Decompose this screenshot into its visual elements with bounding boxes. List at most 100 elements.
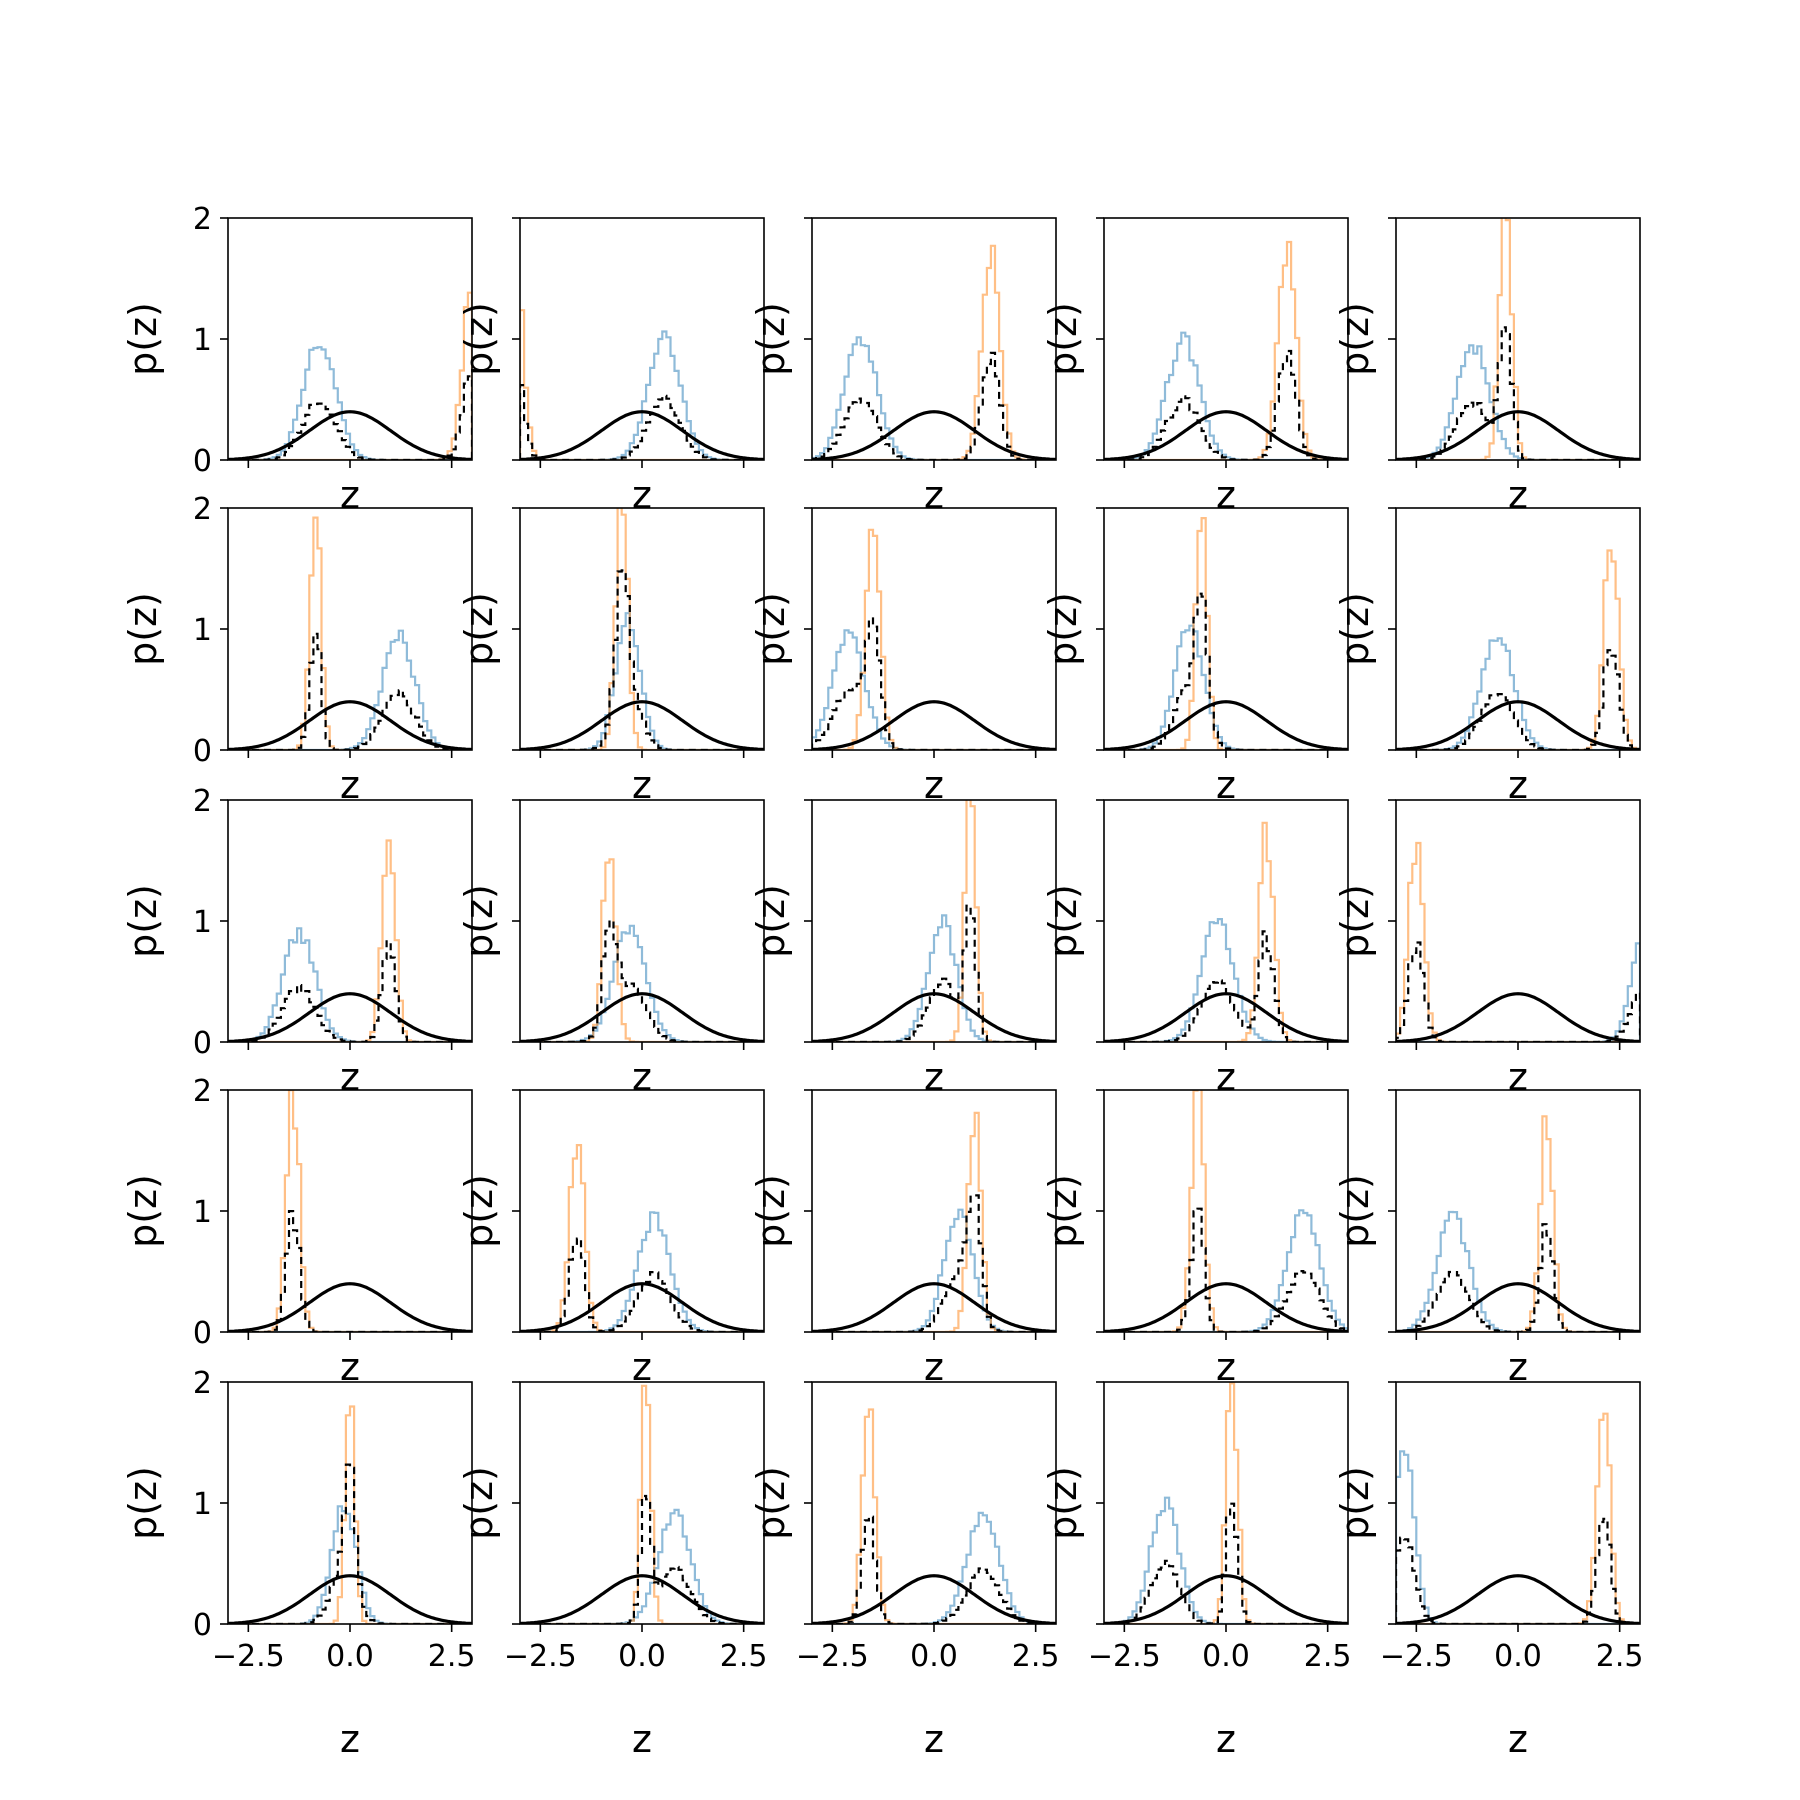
axes-frame (811, 217, 1057, 461)
mixture-histogram (228, 632, 472, 750)
plot-area (228, 839, 472, 1042)
mixture-histogram (1396, 1517, 1640, 1624)
prior-curve (520, 410, 764, 460)
y-axis-label: p(z) (121, 1466, 165, 1540)
plot-area (1104, 1090, 1348, 1332)
x-axis-label: z (1216, 1055, 1236, 1099)
axes-frame (227, 1089, 473, 1333)
x-tick-label: 0.0 (326, 1639, 374, 1674)
plot-area (520, 508, 764, 750)
x-axis-label: z (340, 1717, 360, 1761)
y-tick-label: 0 (193, 1608, 212, 1643)
axes-frame (811, 1089, 1057, 1333)
orange-histogram (1396, 549, 1640, 750)
prior-curve (1104, 410, 1348, 460)
mixture-histogram (1396, 941, 1640, 1042)
x-tick-label: −2.5 (796, 1639, 869, 1674)
x-axis-label: z (632, 1717, 652, 1761)
y-axis-label: p(z) (457, 302, 501, 376)
axes-frame (811, 799, 1057, 1043)
y-tick-label: 0 (193, 1316, 212, 1351)
x-tick-label: 0.0 (618, 1639, 666, 1674)
subplot-2-1: 0 1 2 z p(z) (121, 492, 473, 807)
axes-frame (811, 1381, 1057, 1625)
axes-frame (227, 217, 473, 461)
x-tick-label: 2.5 (720, 1639, 768, 1674)
prior-curve (520, 700, 764, 750)
prior-curve (1104, 700, 1348, 750)
subplot-4-5: z p(z) (1333, 1089, 1641, 1389)
y-tick-label: 2 (193, 1074, 212, 1109)
prior-curve (812, 410, 1056, 460)
y-axis-label: p(z) (457, 884, 501, 958)
orange-histogram (520, 508, 764, 750)
x-axis-label: z (340, 1345, 360, 1389)
orange-histogram (228, 291, 472, 460)
x-axis-label: z (924, 1345, 944, 1389)
plot-area (228, 516, 472, 750)
y-axis-label: p(z) (1041, 302, 1085, 376)
plot-area (1396, 218, 1640, 460)
y-axis-label: p(z) (1041, 1466, 1085, 1540)
subplot-2-3: z p(z) (749, 507, 1057, 807)
y-tick-label: 2 (193, 784, 212, 819)
prior-curve (1104, 992, 1348, 1042)
orange-histogram (1396, 218, 1640, 460)
x-tick-label: 0.0 (1202, 1639, 1250, 1674)
y-axis-label: p(z) (121, 884, 165, 958)
orange-histogram (228, 1090, 472, 1332)
subplot-3-2: z p(z) (457, 799, 765, 1099)
blue-histogram (520, 1211, 764, 1332)
subplot-5-4: −2.5 0.0 2.5 z p(z) (1041, 1381, 1352, 1761)
mixture-histogram (812, 1194, 1056, 1332)
x-axis-label: z (632, 1345, 652, 1389)
axes-frame (1103, 799, 1349, 1043)
x-tick-label: −2.5 (1088, 1639, 1161, 1674)
x-axis-label: z (632, 1055, 652, 1099)
subplot-2-2: z p(z) (457, 507, 765, 807)
prior-curve (812, 700, 1056, 750)
prior-curve (1396, 700, 1640, 750)
subplot-2-4: z p(z) (1041, 507, 1349, 807)
x-axis-label: z (632, 763, 652, 807)
blue-histogram (812, 336, 1056, 460)
y-axis-label: p(z) (1333, 592, 1377, 666)
y-tick-label: 1 (193, 323, 212, 358)
plot-area (1396, 549, 1640, 750)
blue-histogram (1396, 942, 1640, 1042)
orange-histogram (1396, 1412, 1640, 1624)
y-tick-label: 2 (193, 1366, 212, 1401)
blue-histogram (812, 914, 1056, 1042)
subplot-1-4: z p(z) (1041, 217, 1349, 517)
subplot-5-2: −2.5 0.0 2.5 z p(z) (457, 1381, 768, 1761)
mixture-histogram (228, 1210, 472, 1332)
subplot-5-3: −2.5 0.0 2.5 z p(z) (749, 1381, 1060, 1761)
orange-histogram (812, 528, 1056, 750)
blue-histogram (228, 346, 472, 460)
y-axis-label: p(z) (749, 1174, 793, 1248)
subplot-1-3: z p(z) (749, 217, 1057, 517)
y-axis-label: p(z) (457, 1466, 501, 1540)
prior-curve (1104, 1574, 1348, 1624)
y-tick-label: 0 (193, 1026, 212, 1061)
prior-curve (1396, 1574, 1640, 1624)
x-axis-label: z (924, 1717, 944, 1761)
mixture-histogram (812, 1515, 1056, 1624)
orange-histogram (1104, 240, 1348, 460)
axes-frame (519, 799, 765, 1043)
plot-area (520, 1144, 764, 1332)
axes-frame (1103, 1089, 1349, 1333)
x-axis-label: z (1508, 1717, 1528, 1761)
orange-histogram (228, 839, 472, 1042)
x-axis-label: z (924, 1055, 944, 1099)
x-axis-label: z (1508, 1345, 1528, 1389)
plot-area (1104, 821, 1348, 1042)
plot-area (228, 1405, 472, 1624)
mixture-histogram (1104, 930, 1348, 1042)
y-axis-label: p(z) (749, 884, 793, 958)
plot-area (812, 528, 1056, 750)
orange-histogram (812, 244, 1056, 460)
plot-area (1104, 517, 1348, 750)
mixture-histogram (812, 904, 1056, 1042)
subplot-3-1: 0 1 2 z p(z) (121, 784, 473, 1099)
